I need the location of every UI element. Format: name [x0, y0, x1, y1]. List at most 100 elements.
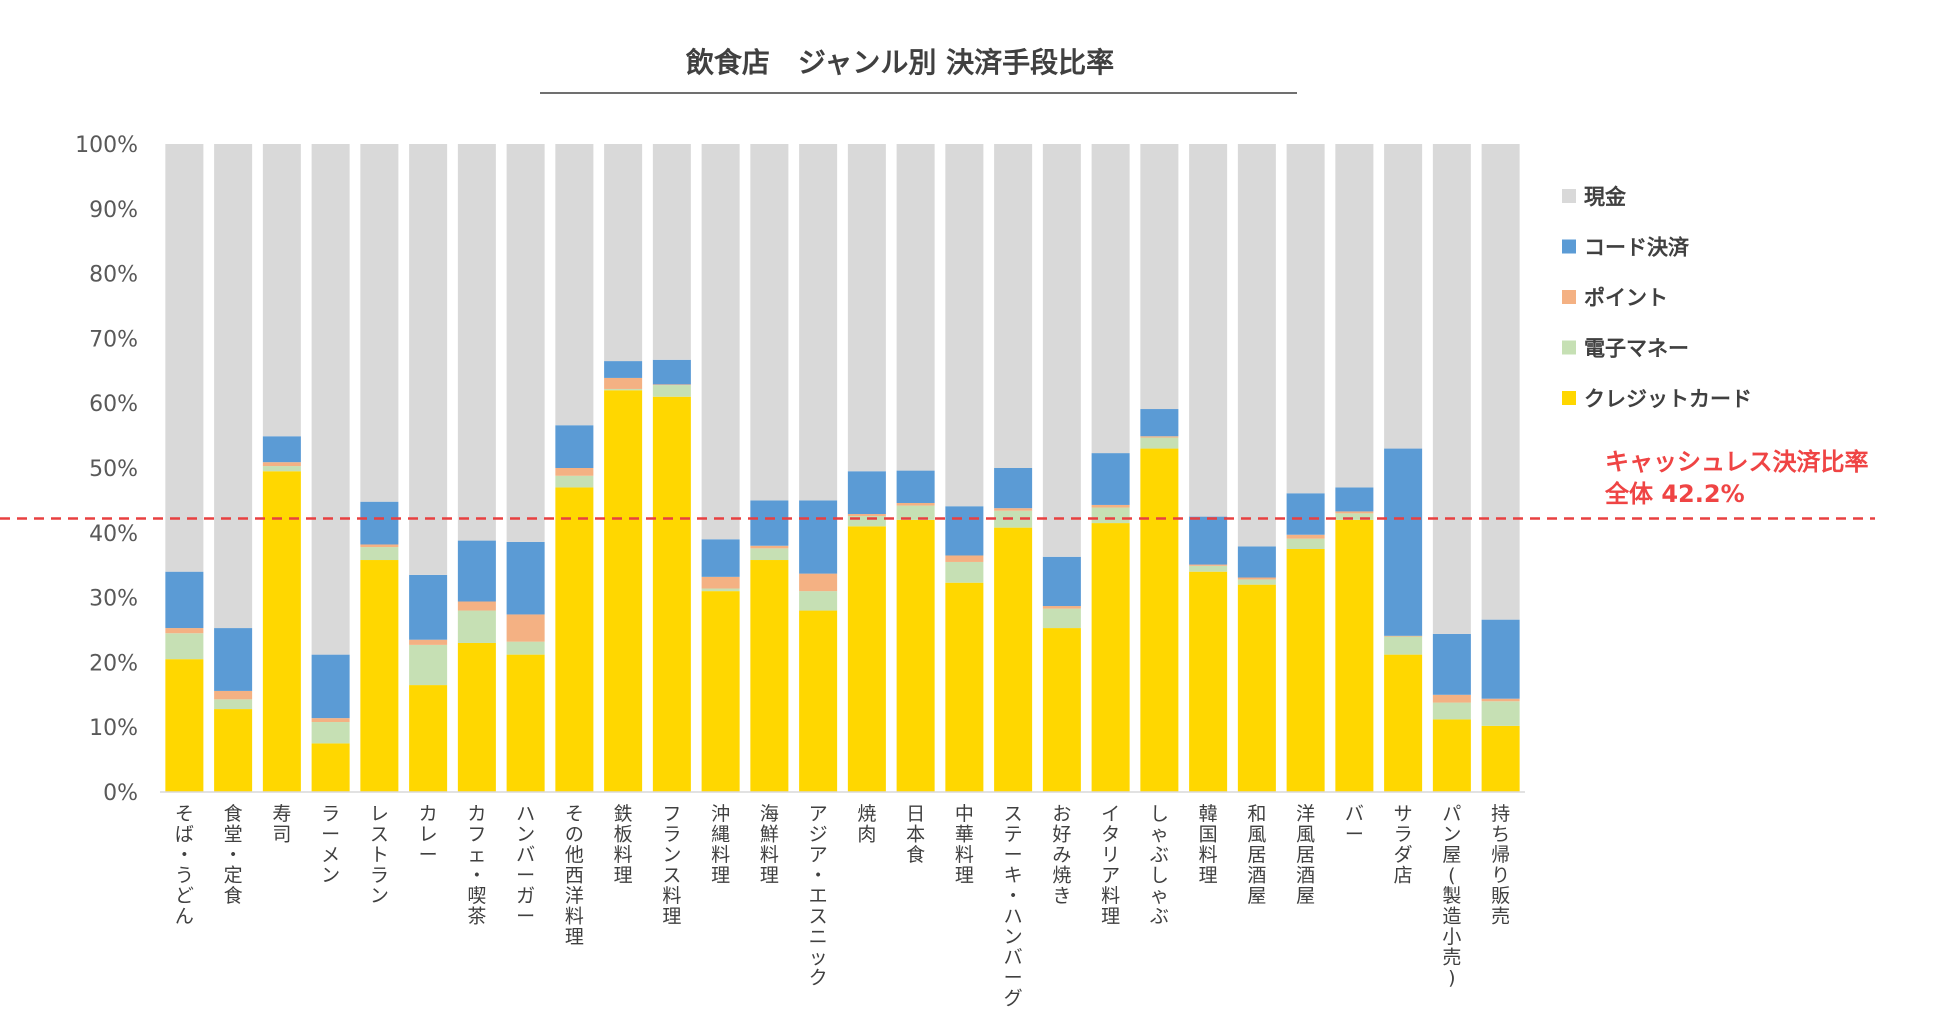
bar-segment-クレジットカード: [701, 591, 740, 792]
bar-segment-電子マネー: [165, 633, 204, 660]
bar-segment-コード決済: [262, 436, 301, 463]
bar-segment-電子マネー: [701, 588, 740, 592]
x-tick-label: イタリア料理: [1101, 803, 1120, 928]
bar-segment-クレジットカード: [360, 560, 399, 792]
bar-segment-ポイント: [1432, 694, 1471, 703]
bar-segment-電子マネー: [1091, 507, 1130, 524]
bar-stack-23: [1286, 144, 1325, 792]
bar-stack-16: [945, 144, 984, 792]
bar-segment-コード決済: [1384, 448, 1423, 636]
bar-stack-19: [1091, 144, 1130, 792]
bar-stack-9: [604, 144, 643, 792]
bar-stack-24: [1335, 144, 1374, 792]
bar-segment-ポイント: [799, 573, 838, 592]
x-tick-label: バー: [1345, 803, 1364, 846]
x-tick-label: しゃぶしゃぶ: [1150, 803, 1169, 928]
bar-stack-2: [262, 144, 301, 792]
bar-segment-現金: [409, 144, 448, 575]
legend-swatch-ポイント: [1562, 290, 1576, 304]
bar-stack-7: [506, 144, 545, 792]
bar-segment-ポイント: [1286, 534, 1325, 539]
bar-stack-5: [409, 144, 448, 792]
reference-label-line1: キャッシュレス決済比率: [1605, 448, 1869, 476]
bar-segment-ポイント: [945, 555, 984, 562]
bar-segment-電子マネー: [457, 610, 496, 643]
bar-stack-14: [847, 144, 886, 792]
bar-segment-クレジットカード: [1432, 719, 1471, 792]
bar-segment-現金: [896, 144, 935, 471]
bar-segment-現金: [1237, 144, 1276, 547]
bar-segment-クレジットカード: [1237, 584, 1276, 792]
x-tick-label: 食堂・定食: [224, 803, 243, 907]
bar-segment-現金: [262, 144, 301, 437]
bar-segment-クレジットカード: [1286, 549, 1325, 792]
bar-segment-電子マネー: [1042, 608, 1081, 629]
x-tick-label: 日本食: [906, 803, 925, 866]
bar-segment-コード決済: [409, 574, 448, 640]
bar-segment-電子マネー: [799, 591, 838, 611]
bar-stack-3: [311, 144, 350, 792]
bar-segment-コード決済: [799, 500, 838, 574]
bar-segment-現金: [214, 144, 253, 629]
bar-segment-ポイント: [262, 462, 301, 467]
bar-segment-ポイント: [214, 690, 253, 700]
bar-segment-電子マネー: [1237, 579, 1276, 585]
bar-segment-クレジットカード: [1481, 725, 1520, 792]
bar-segment-現金: [604, 144, 643, 362]
bar-segment-クレジットカード: [457, 642, 496, 792]
bar-segment-クレジットカード: [1042, 628, 1081, 792]
bar-stack-27: [1481, 144, 1520, 792]
bar-segment-電子マネー: [652, 385, 691, 397]
x-tick-label: カフェ・喫茶: [467, 803, 486, 928]
bar-segment-コード決済: [506, 541, 545, 615]
x-tick-label: その他西洋料理: [565, 803, 584, 948]
bar-stack-8: [555, 144, 594, 792]
x-tick-label: サラダ店: [1394, 803, 1413, 887]
bar-segment-現金: [1335, 144, 1374, 488]
bar-segment-コード決済: [311, 654, 350, 719]
bar-segment-コード決済: [750, 500, 789, 546]
bar-segment-コード決済: [1237, 546, 1276, 578]
bar-segment-ポイント: [1384, 635, 1423, 637]
bar-segment-コード決済: [652, 359, 691, 385]
bar-segment-電子マネー: [214, 699, 253, 710]
bar-segment-電子マネー: [1335, 513, 1374, 520]
bar-segment-ポイント: [847, 514, 886, 516]
bar-stack-0: [165, 144, 204, 792]
bar-segment-クレジットカード: [896, 519, 935, 792]
bar-segment-コード決済: [847, 471, 886, 515]
bar-segment-ポイント: [1140, 436, 1179, 438]
bar-stack-20: [1140, 144, 1179, 792]
bar-segment-現金: [1140, 144, 1179, 410]
bar-segment-コード決済: [1042, 556, 1081, 607]
bar-segment-コード決済: [555, 425, 594, 468]
bar-segment-コード決済: [945, 506, 984, 556]
x-tick-label: 持ち帰り販売: [1491, 803, 1510, 928]
bar-segment-クレジットカード: [262, 471, 301, 792]
bar-segment-ポイント: [311, 718, 350, 723]
bar-stack-21: [1189, 144, 1228, 792]
bar-stack-18: [1042, 144, 1081, 792]
x-tick-label: 中華料理: [955, 803, 974, 887]
bar-segment-ポイント: [1335, 511, 1374, 514]
bar-segment-現金: [1042, 144, 1081, 557]
y-tick-label: 70%: [89, 327, 138, 352]
bar-segment-ポイント: [1189, 564, 1228, 566]
bar-segment-コード決済: [1140, 409, 1179, 437]
x-tick-label: 鉄板料理: [614, 803, 633, 887]
bar-segment-現金: [701, 144, 740, 540]
bar-segment-クレジットカード: [945, 582, 984, 792]
bar-segment-クレジットカード: [1140, 448, 1179, 792]
bar-stack-4: [360, 144, 399, 792]
x-tick-label: ラーメン: [321, 803, 340, 887]
legend-swatch-コード決済: [1562, 239, 1576, 254]
legend-label-コード決済: コード決済: [1584, 236, 1690, 260]
bar-segment-ポイント: [506, 614, 545, 642]
bar-segment-クレジットカード: [1335, 519, 1374, 792]
bar-segment-コード決済: [1286, 493, 1325, 535]
bar-segment-現金: [1286, 144, 1325, 494]
x-tick-label: レストラン: [370, 803, 389, 907]
legend-label-ポイント: ポイント: [1584, 286, 1668, 310]
bar-segment-コード決済: [1189, 516, 1228, 565]
